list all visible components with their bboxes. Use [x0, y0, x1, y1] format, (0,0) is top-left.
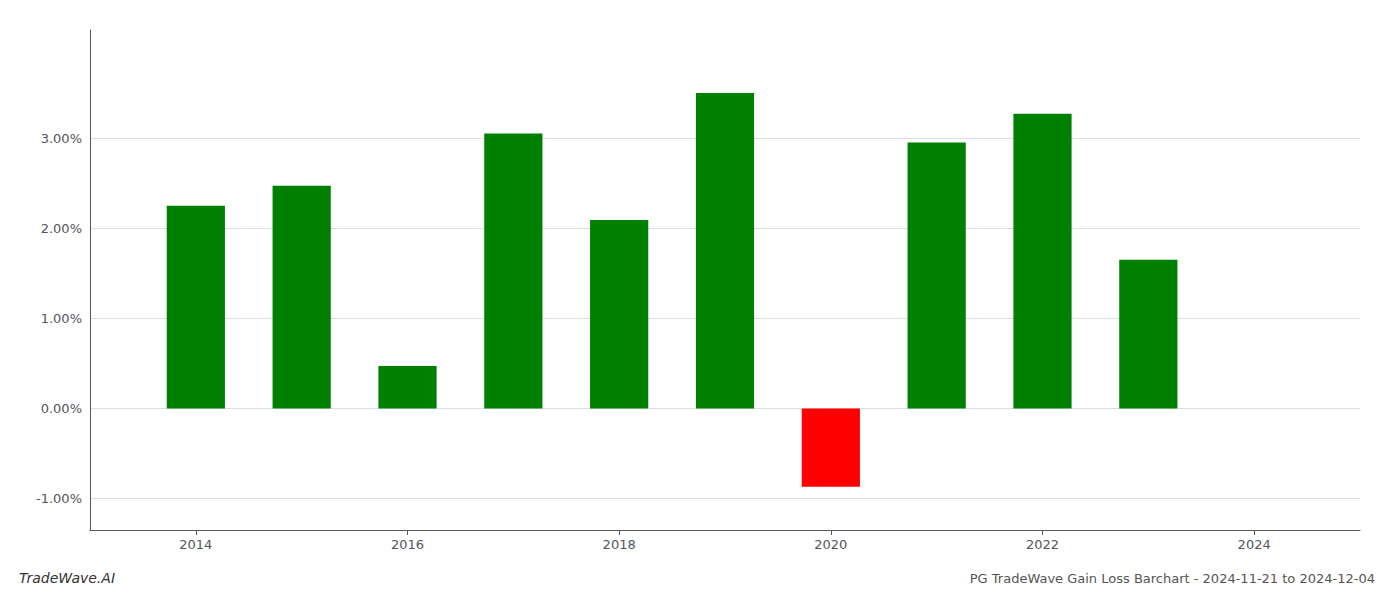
svg-text:2020: 2020 — [814, 537, 847, 552]
svg-text:2018: 2018 — [603, 537, 636, 552]
svg-text:0.00%: 0.00% — [41, 401, 82, 416]
svg-text:2016: 2016 — [391, 537, 424, 552]
svg-text:2024: 2024 — [1238, 537, 1271, 552]
svg-text:2.00%: 2.00% — [41, 221, 82, 236]
svg-text:2014: 2014 — [179, 537, 212, 552]
svg-text:PG TradeWave Gain Loss Barchar: PG TradeWave Gain Loss Barchart - 2024-1… — [970, 571, 1375, 586]
svg-text:-1.00%: -1.00% — [36, 491, 82, 506]
svg-text:2022: 2022 — [1026, 537, 1059, 552]
svg-text:3.00%: 3.00% — [41, 131, 82, 146]
svg-text:1.00%: 1.00% — [41, 311, 82, 326]
svg-text:TradeWave.AI: TradeWave.AI — [19, 570, 115, 586]
